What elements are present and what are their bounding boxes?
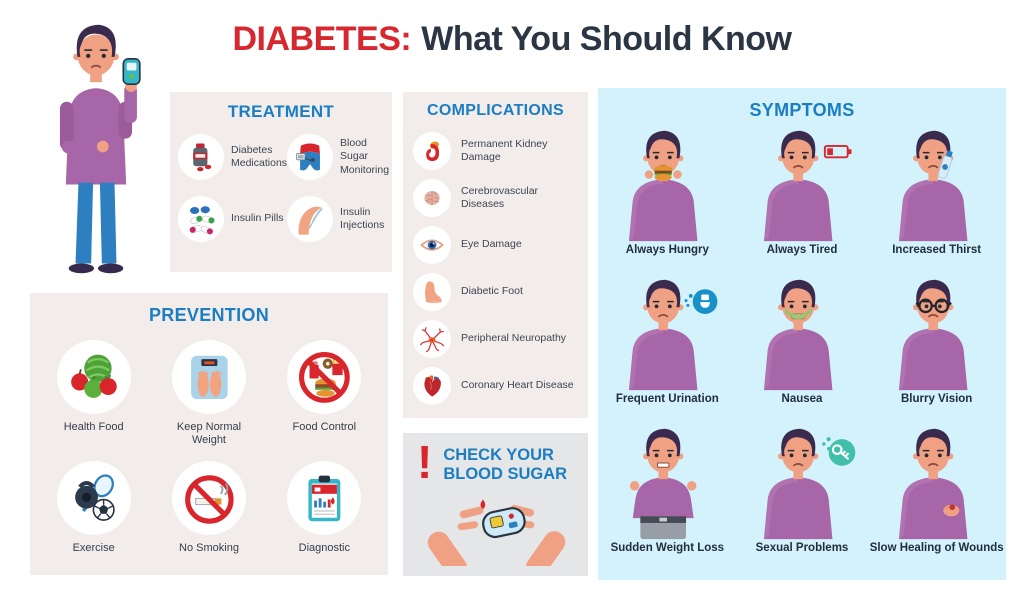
food-control-icon bbox=[287, 340, 362, 414]
treatment-item-label: Insulin Injections bbox=[340, 205, 385, 231]
weight-scale-icon bbox=[171, 340, 246, 414]
symptom-item: Always Tired bbox=[735, 125, 870, 274]
prevention-grid: Health Food Keep Normal Weight Food Cont… bbox=[36, 340, 382, 556]
complication-item: Peripheral Neuropathy bbox=[413, 320, 578, 358]
symptom-item-label: Sexual Problems bbox=[755, 542, 849, 554]
symptom-item: Sexual Problems bbox=[735, 423, 870, 572]
person-thirst-illustration bbox=[874, 125, 1000, 243]
symptom-item: Increased Thirst bbox=[869, 125, 1004, 274]
symptom-item-label: Always Hungry bbox=[625, 244, 709, 256]
insulin-pills-icon bbox=[178, 196, 224, 242]
treatment-heading: TREATMENT bbox=[227, 102, 335, 121]
alert-exclamation-icon: ! bbox=[417, 436, 433, 488]
symptom-item: Always Hungry bbox=[600, 125, 735, 274]
treatment-item-label: Blood Sugar Monitoring bbox=[340, 137, 390, 176]
eye-icon bbox=[413, 226, 451, 264]
foot-icon bbox=[413, 273, 451, 311]
symptom-item-label: Sudden Weight Loss bbox=[610, 542, 725, 554]
symptom-item-label: Frequent Urination bbox=[615, 393, 719, 405]
treatment-item: Insulin Pills bbox=[178, 196, 287, 242]
complication-item-label: Peripheral Neuropathy bbox=[461, 332, 567, 345]
symptom-item: Blurry Vision bbox=[869, 274, 1004, 423]
kidney-icon bbox=[413, 132, 451, 170]
treatment-item: Diabetes Medications bbox=[178, 134, 287, 180]
prevention-heading: PREVENTION bbox=[148, 305, 270, 325]
symptom-item-label: Nausea bbox=[781, 393, 823, 405]
person-nausea-illustration bbox=[739, 274, 865, 392]
check-blood-sugar-panel: ! CHECK YOUR BLOOD SUGAR bbox=[403, 433, 588, 579]
prevention-item-label: Food Control bbox=[292, 421, 357, 433]
complication-item: Diabetic Foot bbox=[413, 273, 578, 311]
symptom-item-label: Increased Thirst bbox=[892, 244, 982, 256]
complications-list: Permanent Kidney Damage Cerebrovascular … bbox=[413, 132, 578, 405]
complication-item-label: Cerebrovascular Diseases bbox=[461, 184, 539, 210]
medications-icon bbox=[178, 134, 224, 180]
treatment-item: Blood Sugar Monitoring bbox=[287, 134, 389, 180]
prevention-item: Food Control bbox=[267, 340, 382, 447]
injection-icon bbox=[287, 196, 334, 242]
prevention-item: Exercise bbox=[36, 461, 151, 555]
monitoring-icon bbox=[287, 134, 334, 180]
neuron-icon bbox=[413, 320, 451, 358]
symptoms-panel: SYMPTOMS Always Hungry Always Tired Incr… bbox=[598, 88, 1006, 580]
title-rest: What You Should Know bbox=[421, 20, 792, 58]
symptom-item: Frequent Urination bbox=[600, 274, 735, 423]
prevention-item: Keep Normal Weight bbox=[151, 340, 266, 447]
symptoms-grid: Always Hungry Always Tired Increased Thi… bbox=[600, 125, 1004, 572]
no-smoking-icon bbox=[171, 461, 246, 536]
complication-item: Cerebrovascular Diseases bbox=[413, 179, 578, 217]
symptom-item: Slow Healing of Wounds bbox=[869, 423, 1004, 572]
main-character-illustration bbox=[22, 14, 170, 282]
complication-item: Coronary Heart Disease bbox=[413, 367, 578, 405]
glucose-meter-icon bbox=[481, 507, 526, 538]
person-slow-healing-illustration bbox=[874, 423, 1000, 541]
treatment-item: Insulin Injections bbox=[287, 196, 389, 242]
title-highlight: DIABETES: bbox=[232, 20, 412, 58]
brain-icon bbox=[413, 179, 451, 217]
glucose-meter-icon bbox=[122, 58, 141, 85]
page-title: DIABETES: What You Should Know bbox=[0, 20, 1024, 59]
treatment-item-label: Diabetes Medications bbox=[231, 143, 288, 169]
heart-icon bbox=[413, 367, 451, 405]
person-sexual-problems-illustration bbox=[739, 423, 865, 541]
prevention-panel: PREVENTION Health Food Keep Normal Weigh… bbox=[30, 293, 388, 575]
symptom-item-label: Slow Healing of Wounds bbox=[869, 542, 1004, 554]
person-hungry-illustration bbox=[604, 125, 730, 243]
symptom-item-label: Blurry Vision bbox=[900, 393, 973, 405]
complication-item-label: Eye Damage bbox=[461, 238, 522, 251]
diagnostic-icon bbox=[287, 461, 362, 536]
symptom-item-label: Always Tired bbox=[766, 244, 838, 256]
check-blood-sugar-heading: CHECK YOUR BLOOD SUGAR bbox=[443, 446, 568, 483]
symptom-item: Sudden Weight Loss bbox=[600, 423, 735, 572]
complication-item-label: Permanent Kidney Damage bbox=[461, 137, 548, 163]
symptom-item: Nausea bbox=[735, 274, 870, 423]
prevention-item-label: Exercise bbox=[72, 542, 115, 555]
complication-item: Permanent Kidney Damage bbox=[413, 132, 578, 170]
health-food-icon bbox=[56, 340, 131, 414]
person-tired-illustration bbox=[739, 125, 865, 243]
exercise-icon bbox=[56, 461, 131, 536]
prevention-item-label: Keep Normal Weight bbox=[176, 421, 242, 447]
complications-panel: COMPLICATIONS Permanent Kidney Damage Ce… bbox=[403, 92, 588, 418]
treatment-panel: TREATMENT Diabetes Medications Blood Sug… bbox=[170, 92, 392, 272]
person-blurry-vision-illustration bbox=[874, 274, 1000, 392]
complication-item: Eye Damage bbox=[413, 226, 578, 264]
prevention-item-label: Diagnostic bbox=[298, 542, 350, 555]
person-urination-illustration bbox=[604, 274, 730, 392]
prevention-item: No Smoking bbox=[151, 461, 266, 555]
blood-sugar-test-illustration bbox=[413, 484, 578, 579]
complication-item-label: Coronary Heart Disease bbox=[461, 379, 574, 392]
person-weight-loss-illustration bbox=[604, 423, 730, 541]
complication-item-label: Diabetic Foot bbox=[461, 285, 523, 298]
treatment-grid: Diabetes Medications Blood Sugar Monitor… bbox=[178, 134, 389, 242]
symptoms-heading: SYMPTOMS bbox=[749, 100, 855, 120]
prevention-item: Health Food bbox=[36, 340, 151, 447]
complications-heading: COMPLICATIONS bbox=[427, 102, 564, 119]
treatment-item-label: Insulin Pills bbox=[231, 212, 284, 225]
prevention-item-label: Health Food bbox=[63, 421, 124, 433]
prevention-item-label: No Smoking bbox=[179, 542, 239, 555]
prevention-item: Diagnostic bbox=[267, 461, 382, 555]
